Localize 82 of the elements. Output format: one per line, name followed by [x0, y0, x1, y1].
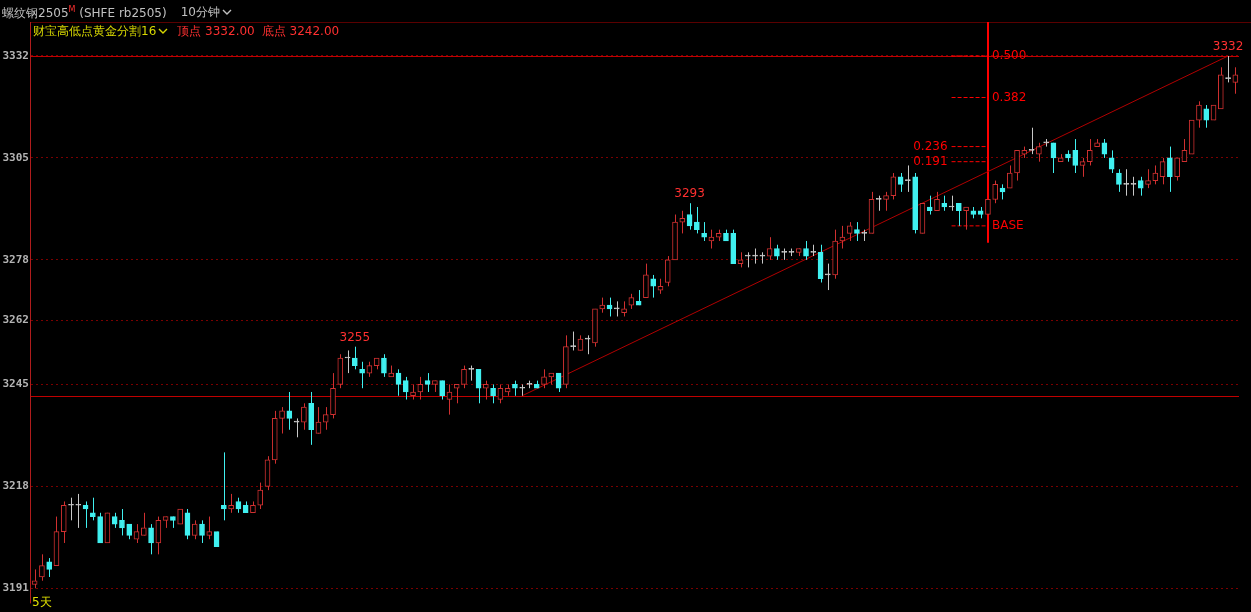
candlestick — [206, 516, 213, 540]
chart-subtitle: 财宝高低点黄金分割16 — [33, 23, 157, 39]
candlestick — [322, 406, 329, 431]
candlestick — [424, 372, 431, 393]
candlestick — [1167, 146, 1173, 193]
candlestick — [897, 172, 904, 193]
candlestick — [352, 346, 358, 370]
candlestick — [39, 553, 45, 582]
candlestick — [1137, 176, 1144, 197]
series-label: 0.236 — [913, 138, 948, 153]
candlestick — [825, 263, 831, 291]
candlestick — [1079, 157, 1086, 178]
candlestick — [1086, 138, 1093, 166]
candlestick — [643, 263, 649, 299]
candlestick — [90, 497, 96, 521]
candlestick — [744, 251, 751, 268]
annotation: 底点 3242.00 — [261, 23, 340, 39]
candlestick — [381, 353, 387, 378]
candlestick — [752, 248, 758, 265]
candlestick — [490, 383, 496, 404]
candlestick — [301, 402, 307, 431]
series-label: 0.191 — [913, 153, 948, 168]
candlestick — [934, 191, 940, 212]
candlestick — [482, 380, 489, 401]
candlestick — [148, 523, 154, 555]
candlestick — [650, 274, 657, 299]
candlestick — [519, 383, 526, 397]
annotation: 3293 — [674, 186, 705, 201]
candlestick — [759, 251, 766, 265]
candlestick — [75, 493, 82, 529]
candlestick — [1014, 149, 1020, 182]
candlestick — [453, 383, 460, 404]
series-label: 0.382 — [991, 89, 1027, 104]
candlestick — [854, 221, 860, 242]
y-tick-label: 3262 — [2, 313, 29, 327]
candlestick — [570, 331, 576, 351]
candlestick — [191, 519, 198, 540]
candlestick — [584, 334, 591, 355]
candlestick — [1116, 168, 1122, 193]
candlestick — [803, 240, 809, 261]
candlestick — [1036, 142, 1042, 163]
candlestick — [417, 376, 424, 401]
annotation: 3332 — [1212, 39, 1244, 54]
candlestick — [279, 406, 285, 435]
candlestick — [846, 221, 853, 242]
chart-title: 螺纹钢2505$^{M}$ (SHFE rb2505) — [2, 4, 167, 21]
candlestick — [1152, 164, 1159, 185]
candlestick — [613, 300, 620, 317]
candlestick — [1072, 138, 1079, 174]
y-tick-label: 3191 — [2, 581, 30, 595]
candlestick — [948, 195, 955, 212]
candlestick — [883, 191, 889, 212]
candlestick — [1203, 104, 1210, 129]
candlestick — [344, 349, 351, 374]
candlestick — [1145, 168, 1151, 189]
candlestick — [956, 202, 962, 227]
annotation: 5天 — [32, 595, 52, 609]
series-label: BASE — [991, 217, 1024, 232]
annotation: 顶点 3332.00 — [177, 23, 255, 39]
candlestick — [199, 519, 205, 544]
y-tick-label: 3218 — [2, 479, 29, 493]
candlestick — [46, 557, 53, 578]
candlestick — [664, 255, 671, 287]
candlestick — [701, 221, 707, 242]
candlestick — [402, 376, 409, 401]
candlestick — [541, 368, 547, 389]
annotation: 3255 — [339, 329, 371, 344]
y-tick-label: 3245 — [2, 377, 29, 391]
candlestick — [68, 497, 74, 521]
y-tick-label: 3332 — [2, 48, 29, 62]
candlestick — [293, 417, 300, 438]
y-tick-label: 3305 — [2, 150, 29, 164]
candlestick — [31, 568, 38, 589]
candlestick — [461, 365, 467, 389]
text: 10分钟 — [180, 3, 220, 20]
candlestick — [257, 482, 264, 510]
y-tick-label: 3278 — [2, 252, 29, 266]
candlestick — [119, 508, 125, 536]
candlestick — [694, 206, 700, 234]
candlestick — [133, 523, 140, 544]
candlestick — [1196, 100, 1202, 129]
candlestick — [992, 180, 999, 204]
